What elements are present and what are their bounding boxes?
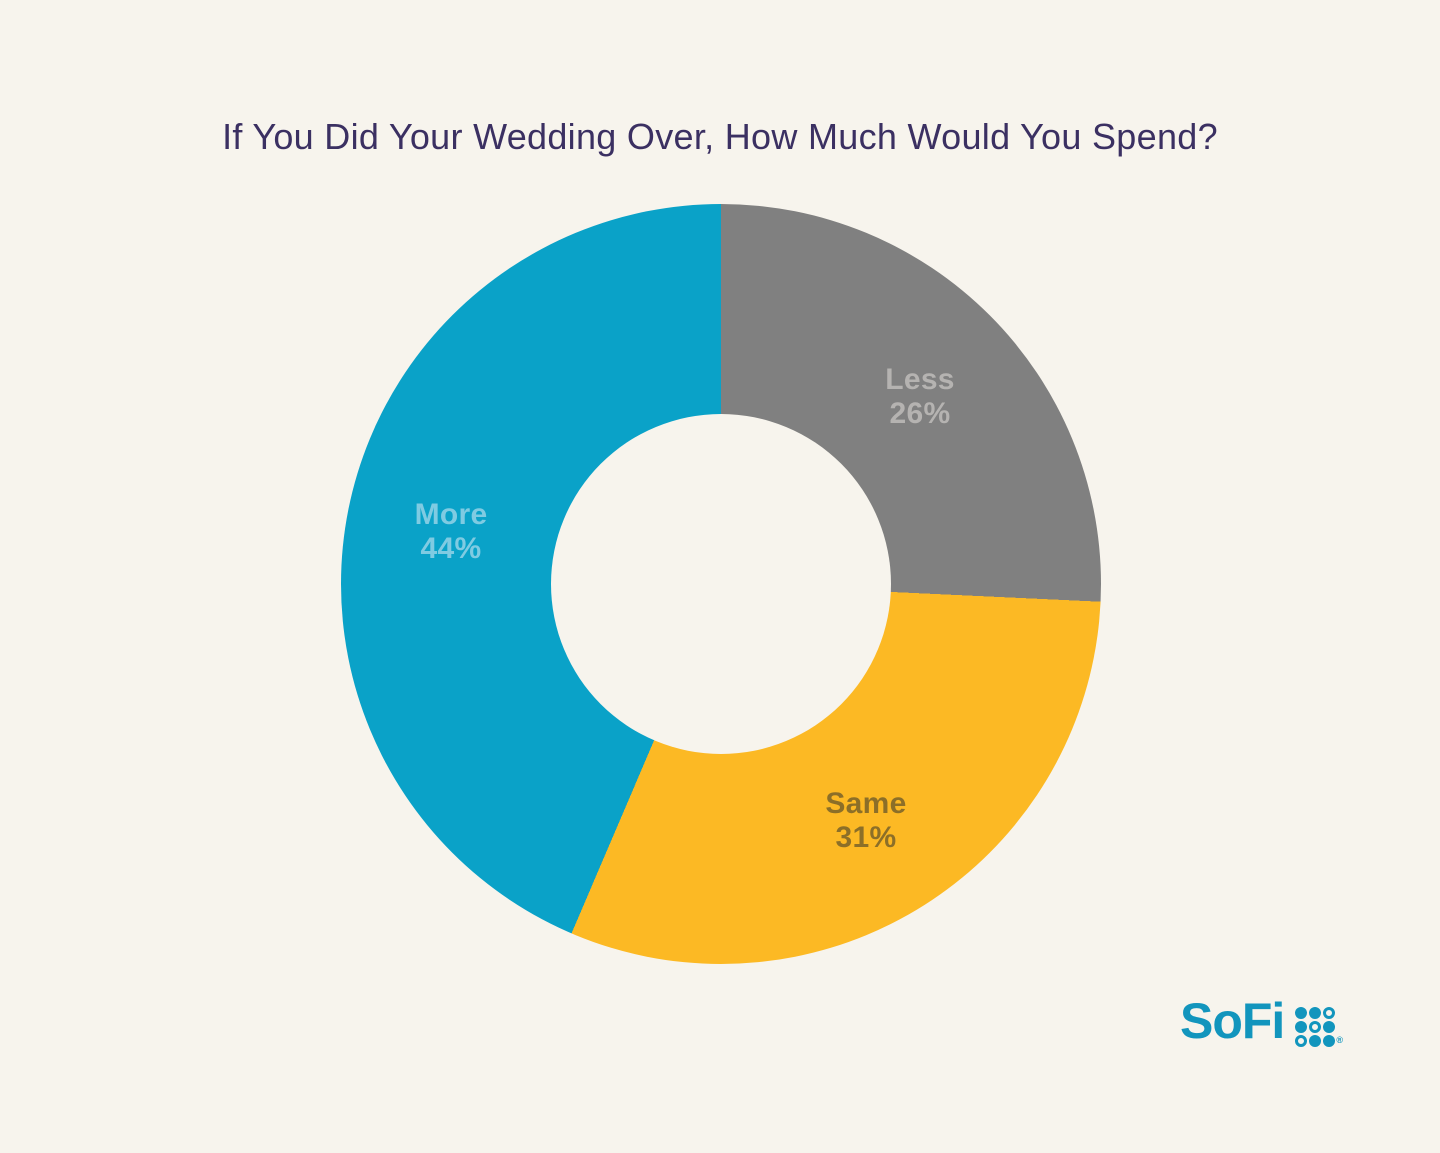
dot-filled: [1309, 1007, 1322, 1019]
dot-hollow: [1323, 1007, 1336, 1019]
dot-filled: [1295, 1021, 1308, 1033]
trademark-symbol: ®: [1336, 1035, 1343, 1045]
sofi-dots-icon: [1295, 1007, 1336, 1047]
dot-filled: [1323, 1021, 1336, 1033]
slice-name-same: Same: [825, 786, 907, 820]
slice-name-less: Less: [885, 362, 955, 396]
slice-percent-less: 26%: [889, 397, 951, 430]
donut-hole: [551, 414, 891, 754]
slice-percent-more: 44%: [420, 532, 482, 565]
sofi-logo: SoFi ®: [1180, 993, 1343, 1049]
dot-filled: [1295, 1007, 1308, 1019]
slice-label-less: Less 26%: [885, 363, 955, 431]
slice-percent-same: 31%: [835, 821, 897, 854]
donut-chart: [341, 204, 1101, 964]
slice-label-more: More 44%: [415, 498, 488, 566]
dot-hollow: [1295, 1035, 1308, 1047]
slice-name-more: More: [414, 497, 488, 531]
sofi-wordmark: SoFi: [1180, 993, 1285, 1049]
slice-label-same: Same 31%: [825, 787, 906, 855]
chart-title: If You Did Your Wedding Over, How Much W…: [222, 116, 1218, 157]
dot-hollow: [1309, 1021, 1322, 1033]
dot-filled: [1323, 1035, 1336, 1047]
dot-filled: [1309, 1035, 1322, 1047]
